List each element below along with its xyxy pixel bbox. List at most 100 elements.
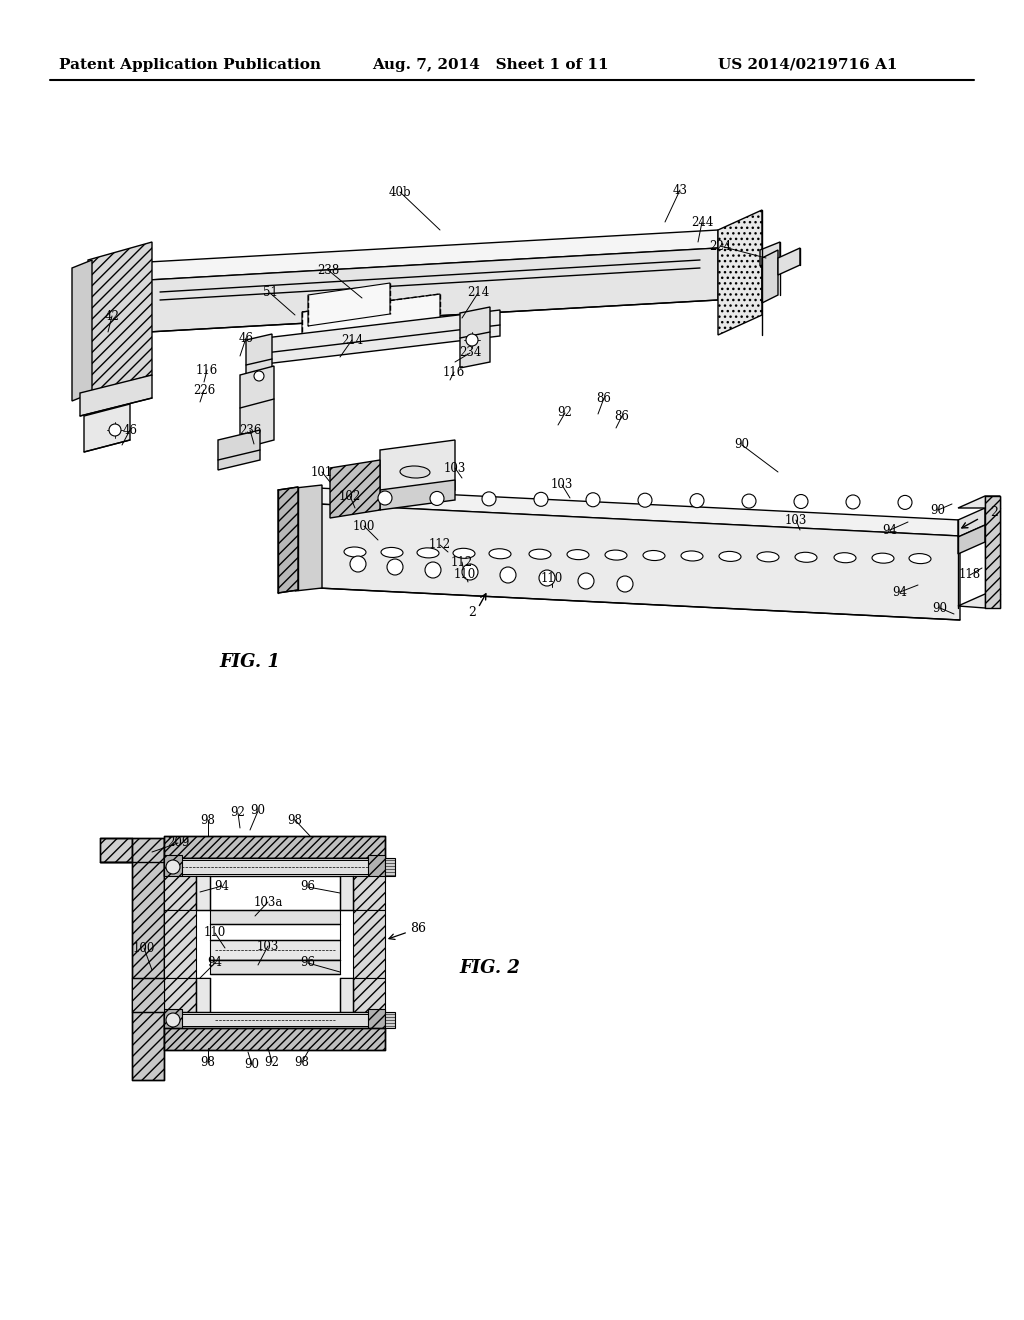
Polygon shape: [302, 294, 440, 348]
Ellipse shape: [872, 553, 894, 564]
Text: 90: 90: [734, 438, 750, 451]
Polygon shape: [164, 909, 196, 978]
Circle shape: [482, 492, 496, 506]
Ellipse shape: [400, 466, 430, 478]
Polygon shape: [958, 594, 1000, 609]
Circle shape: [534, 492, 548, 507]
Ellipse shape: [757, 552, 779, 562]
Polygon shape: [196, 876, 210, 909]
Text: 103a: 103a: [253, 895, 283, 908]
Polygon shape: [164, 1012, 385, 1028]
Polygon shape: [353, 978, 385, 1012]
Polygon shape: [318, 488, 961, 536]
Text: 110: 110: [454, 568, 476, 581]
Polygon shape: [132, 978, 164, 1012]
Polygon shape: [88, 242, 152, 393]
Text: 100: 100: [353, 520, 375, 532]
Text: 94: 94: [893, 586, 907, 598]
Text: 94: 94: [214, 879, 229, 892]
Circle shape: [425, 562, 441, 578]
Polygon shape: [84, 404, 130, 451]
Text: 244: 244: [691, 215, 713, 228]
Ellipse shape: [344, 546, 366, 557]
Text: 209: 209: [167, 837, 189, 850]
Ellipse shape: [417, 548, 439, 558]
Text: 110: 110: [204, 927, 226, 940]
Ellipse shape: [719, 552, 741, 561]
Polygon shape: [72, 260, 92, 401]
Polygon shape: [246, 334, 272, 399]
Text: 102: 102: [339, 490, 361, 503]
Text: 238: 238: [316, 264, 339, 276]
Text: 226: 226: [193, 384, 215, 396]
Polygon shape: [164, 1028, 385, 1049]
Polygon shape: [210, 960, 340, 974]
Polygon shape: [100, 838, 132, 862]
Polygon shape: [368, 1008, 385, 1031]
Text: 118: 118: [958, 569, 981, 582]
Polygon shape: [308, 282, 390, 326]
Text: 112: 112: [429, 539, 451, 552]
Circle shape: [378, 491, 392, 506]
Text: 214: 214: [467, 286, 489, 300]
Ellipse shape: [909, 553, 931, 564]
Text: 103: 103: [551, 479, 573, 491]
Circle shape: [617, 576, 633, 591]
Text: 234: 234: [459, 346, 481, 359]
Ellipse shape: [681, 550, 703, 561]
Polygon shape: [385, 1012, 395, 1028]
Polygon shape: [164, 855, 182, 879]
Text: FIG. 1: FIG. 1: [219, 653, 281, 671]
Text: 116: 116: [442, 366, 465, 379]
Polygon shape: [368, 855, 385, 879]
Text: Aug. 7, 2014   Sheet 1 of 11: Aug. 7, 2014 Sheet 1 of 11: [372, 58, 608, 73]
Text: 90: 90: [245, 1059, 259, 1072]
Text: 43: 43: [673, 183, 687, 197]
Text: 40b: 40b: [389, 186, 412, 198]
Text: 98: 98: [201, 813, 215, 826]
Polygon shape: [295, 484, 322, 591]
Text: Patent Application Publication: Patent Application Publication: [59, 58, 321, 73]
Circle shape: [109, 424, 121, 436]
Text: 46: 46: [123, 424, 137, 437]
Ellipse shape: [381, 548, 403, 557]
Text: 92: 92: [557, 407, 572, 420]
Circle shape: [898, 495, 912, 510]
Ellipse shape: [529, 549, 551, 560]
Text: 103: 103: [257, 940, 280, 953]
Polygon shape: [148, 248, 718, 333]
Circle shape: [430, 491, 444, 506]
Text: 94: 94: [208, 957, 222, 969]
Text: 86: 86: [597, 392, 611, 404]
Text: 42: 42: [104, 309, 120, 322]
Circle shape: [166, 861, 180, 874]
Circle shape: [539, 570, 555, 586]
Polygon shape: [132, 838, 164, 1080]
Text: 101: 101: [311, 466, 333, 479]
Polygon shape: [210, 909, 340, 924]
Polygon shape: [210, 940, 340, 960]
Circle shape: [350, 556, 366, 572]
Text: FIG. 2: FIG. 2: [460, 960, 520, 977]
Ellipse shape: [453, 548, 475, 558]
Text: 103: 103: [443, 462, 466, 474]
Ellipse shape: [795, 552, 817, 562]
Text: 98: 98: [288, 813, 302, 826]
Polygon shape: [778, 248, 800, 275]
Polygon shape: [318, 504, 961, 620]
Ellipse shape: [605, 550, 627, 560]
Text: 94: 94: [883, 524, 897, 536]
Polygon shape: [164, 978, 196, 1012]
Polygon shape: [240, 366, 274, 449]
Circle shape: [578, 573, 594, 589]
Circle shape: [254, 371, 264, 381]
Text: 112: 112: [451, 556, 473, 569]
Polygon shape: [174, 1014, 380, 1026]
Text: 103: 103: [784, 513, 807, 527]
Text: 92: 92: [264, 1056, 280, 1068]
Polygon shape: [174, 861, 380, 874]
Text: 96: 96: [300, 880, 315, 894]
Circle shape: [500, 568, 516, 583]
Circle shape: [387, 558, 403, 576]
Polygon shape: [218, 430, 260, 470]
